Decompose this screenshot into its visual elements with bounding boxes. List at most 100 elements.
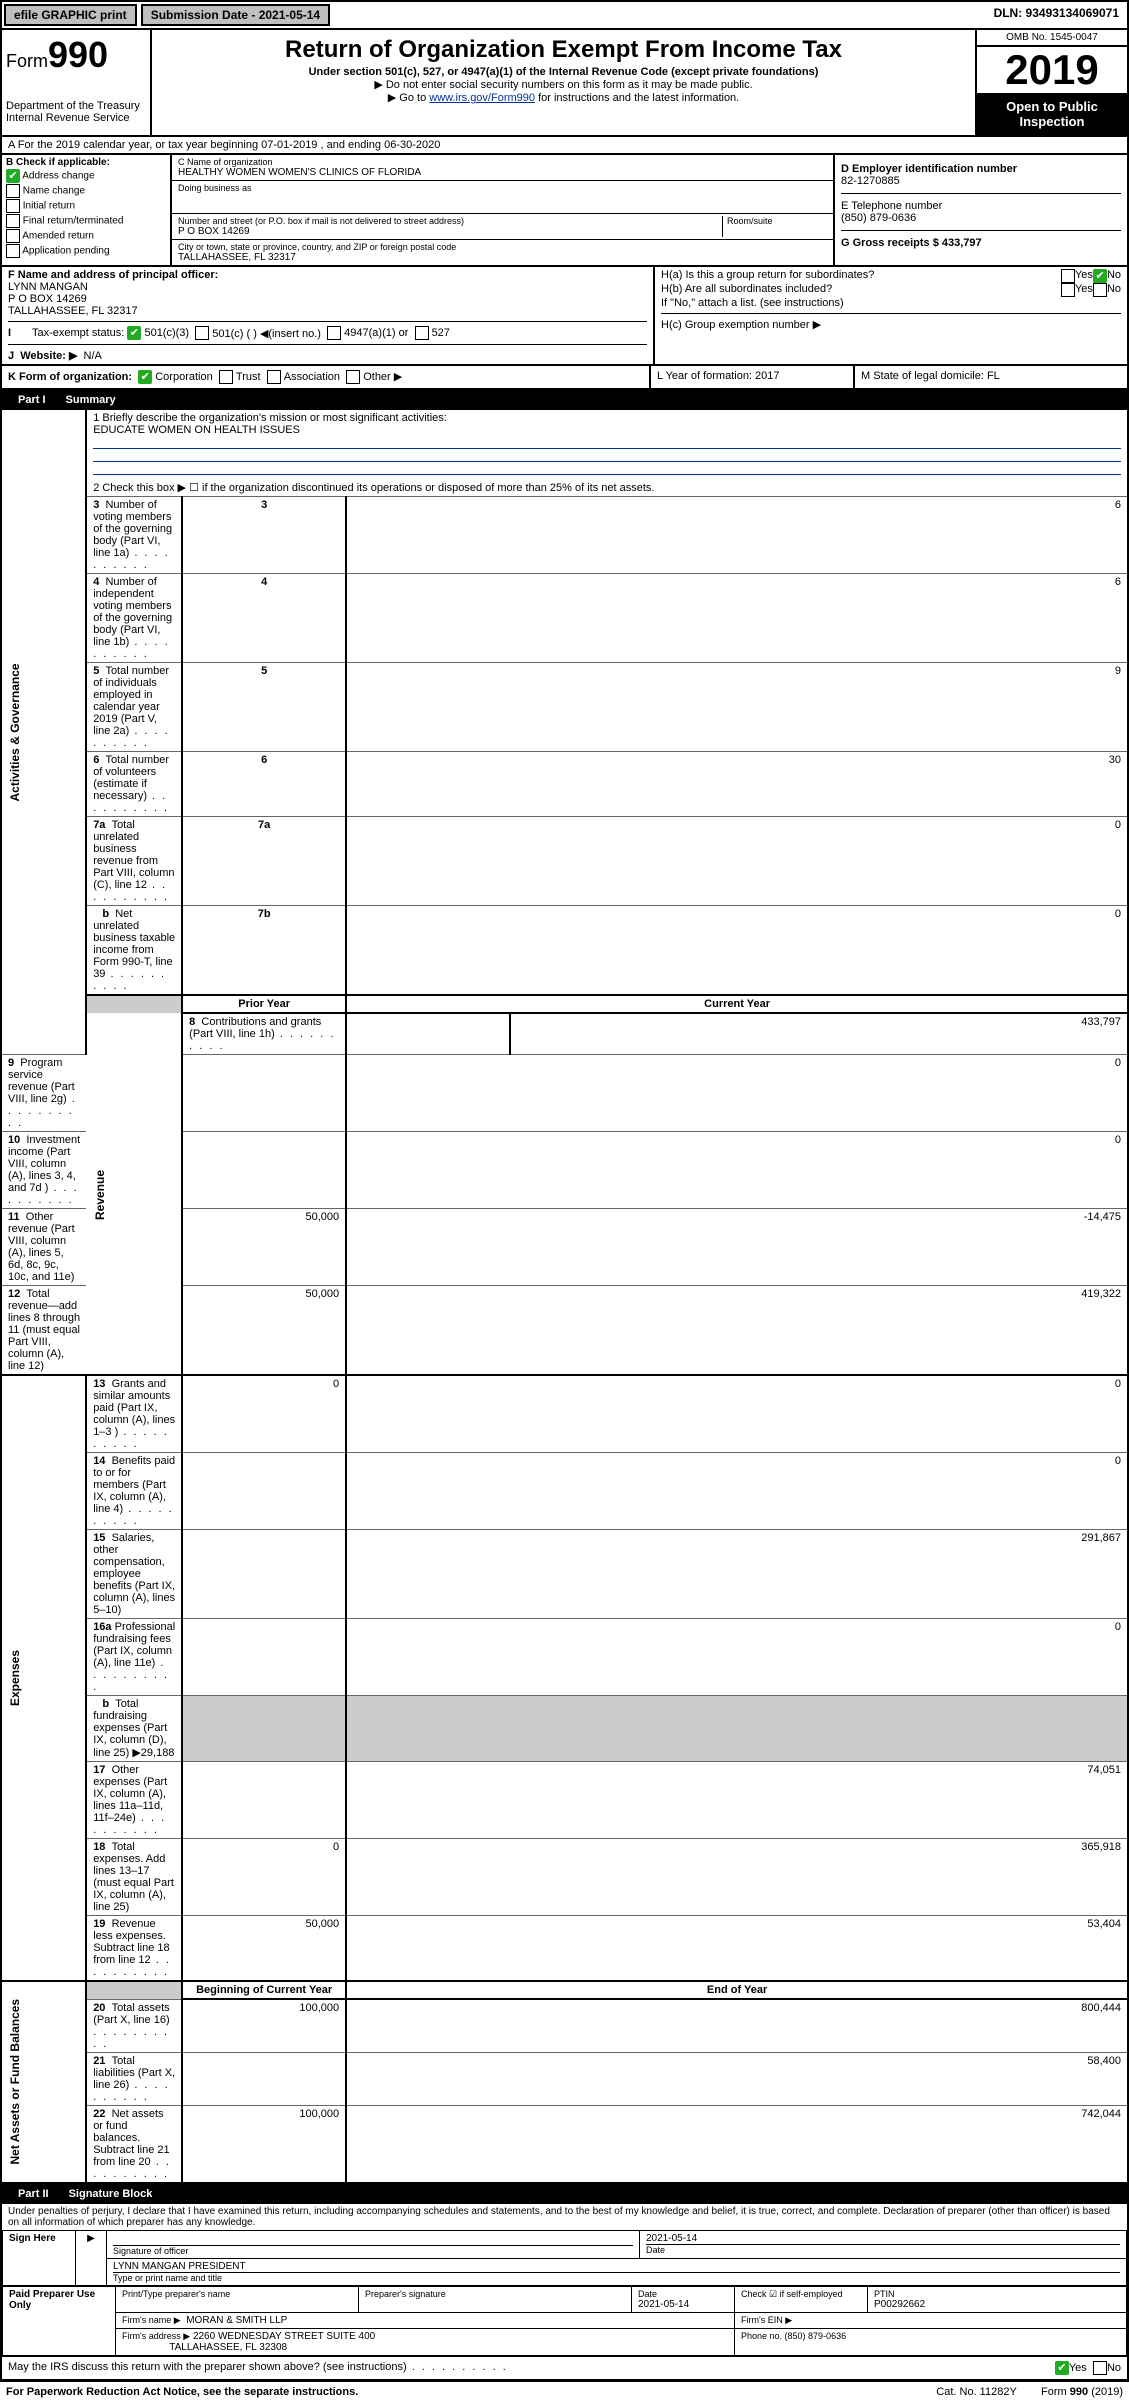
check-trust[interactable]	[219, 370, 233, 384]
check-amended[interactable]: Amended return	[6, 229, 166, 243]
col-eoy: End of Year	[346, 1981, 1128, 1999]
check-4947[interactable]	[327, 326, 341, 340]
prior-val: 50,000	[182, 1209, 346, 1286]
check-amended-label: Amended return	[22, 231, 94, 242]
sig-date-label: Date	[646, 2244, 1120, 2255]
h-a-yes[interactable]	[1061, 269, 1075, 283]
line-num: 12	[8, 1288, 20, 1300]
line-text: Total liabilities (Part X, line 26)	[93, 2055, 175, 2103]
curr-val: 800,444	[346, 1999, 1128, 2052]
prior-val	[346, 1013, 510, 1055]
irs-label: Internal Revenue Service	[6, 112, 146, 124]
box-m: M State of legal domicile: FL	[855, 366, 1127, 388]
prior-val-shade	[182, 1696, 346, 1762]
note-link-post: for instructions and the latest informat…	[535, 92, 739, 104]
form-990-page: efile GRAPHIC print Submission Date - 20…	[0, 0, 1129, 2402]
arrow-icon: ▶	[76, 2230, 107, 2285]
check-name-change[interactable]: Name change	[6, 184, 166, 198]
check-501c3[interactable]: ✔	[127, 326, 141, 340]
q2-label: 2 Check this box ▶ ☐ if the organization…	[86, 479, 1128, 497]
street-block: Number and street (or P.O. box if mail i…	[172, 214, 833, 240]
line-val: 0	[346, 906, 1128, 996]
line-num: 13	[93, 1378, 105, 1390]
prior-val	[182, 1132, 346, 1209]
preparer-table: Paid Preparer Use Only Print/Type prepar…	[2, 2286, 1127, 2356]
box-f-label: F Name and address of principal officer:	[8, 269, 647, 281]
prior-val: 0	[182, 1375, 346, 1453]
ein-label: D Employer identification number	[841, 163, 1121, 175]
line-text: Number of independent voting members of …	[93, 576, 172, 660]
line-val: 9	[346, 663, 1128, 752]
line-text: Program service revenue (Part VIII, line…	[8, 1057, 77, 1129]
line-num: 6	[93, 754, 99, 766]
check-corp[interactable]: ✔	[138, 370, 152, 384]
line-num: 3	[93, 499, 99, 511]
submission-date-button[interactable]: Submission Date - 2021-05-14	[141, 4, 330, 26]
check-app-pending[interactable]: Application pending	[6, 244, 166, 258]
curr-val: 0	[346, 1132, 1128, 1209]
curr-val: 0	[346, 1055, 1128, 1132]
irs-link[interactable]: www.irs.gov/Form990	[429, 92, 535, 104]
curr-val: 58,400	[346, 2052, 1128, 2105]
check-initial-return[interactable]: Initial return	[6, 199, 166, 213]
street-label: Number and street (or P.O. box if mail i…	[178, 216, 722, 226]
line-num: b	[102, 1698, 109, 1710]
prior-val	[182, 1619, 346, 1696]
part1-label: Part I	[8, 392, 56, 408]
discuss-no[interactable]	[1093, 2361, 1107, 2375]
q1-label: 1 Briefly describe the organization's mi…	[93, 412, 1121, 424]
h-a-no[interactable]: ✔	[1093, 269, 1107, 283]
row-a-tax-year: A For the 2019 calendar year, or tax yea…	[0, 137, 1129, 155]
part2-title: Signature Block	[69, 2188, 153, 2200]
h-b-yes[interactable]	[1061, 283, 1075, 297]
prior-val: 50,000	[182, 1916, 346, 1982]
check-501c[interactable]	[195, 326, 209, 340]
line-num: 19	[93, 1918, 105, 1930]
discuss-label: May the IRS discuss this return with the…	[8, 2361, 508, 2375]
line-text: Grants and similar amounts paid (Part IX…	[93, 1378, 175, 1450]
check-final-return[interactable]: Final return/terminated	[6, 214, 166, 228]
officer-city: TALLAHASSEE, FL 32317	[8, 305, 647, 317]
prep-name-label: Print/Type preparer's name	[122, 2289, 352, 2299]
check-assoc[interactable]	[267, 370, 281, 384]
row-klm: K Form of organization: ✔ Corporation Tr…	[0, 366, 1129, 390]
omb-number: OMB No. 1545-0047	[977, 30, 1127, 47]
line-num: 14	[93, 1455, 105, 1467]
summary-table: Activities & Governance 1 Briefly descri…	[0, 410, 1129, 2184]
dba-block: Doing business as	[172, 181, 833, 214]
phone-value: (850) 879-0636	[841, 212, 1121, 224]
check-app-pending-label: Application pending	[22, 246, 109, 257]
h-a-label: H(a) Is this a group return for subordin…	[661, 269, 1061, 283]
cat-no: Cat. No. 11282Y	[936, 2386, 1016, 2398]
ptin-label: PTIN	[874, 2289, 1120, 2299]
efile-button[interactable]: efile GRAPHIC print	[4, 4, 137, 26]
line-num: 8	[189, 1016, 195, 1028]
discuss-yes[interactable]: ✔	[1055, 2361, 1069, 2375]
line-key: 7a	[182, 817, 346, 906]
dept-label: Department of the Treasury	[6, 100, 146, 112]
col-boy: Beginning of Current Year	[182, 1981, 346, 1999]
check-name-change-label: Name change	[23, 186, 85, 197]
part2-header: Part II Signature Block	[0, 2184, 1129, 2204]
header-mid: Return of Organization Exempt From Incom…	[152, 30, 975, 135]
check-other[interactable]	[346, 370, 360, 384]
check-address-change[interactable]: ✔ Address change	[6, 169, 166, 183]
officer-printed: LYNN MANGAN PRESIDENT	[113, 2261, 1120, 2272]
check-527[interactable]	[415, 326, 429, 340]
line-num: 21	[93, 2055, 105, 2067]
check-final-return-label: Final return/terminated	[23, 216, 124, 227]
mission-text: EDUCATE WOMEN ON HEALTH ISSUES	[93, 424, 1121, 436]
prior-val: 100,000	[182, 1999, 346, 2052]
check-address-change-label: Address change	[22, 171, 94, 182]
opt-assoc: Association	[284, 371, 340, 383]
room-label: Room/suite	[727, 216, 827, 226]
curr-val: 0	[346, 1375, 1128, 1453]
curr-val: 0	[346, 1619, 1128, 1696]
officer-street: P O BOX 14269	[8, 293, 647, 305]
line-text: Total number of individuals employed in …	[93, 665, 170, 749]
box-l: L Year of formation: 2017	[651, 366, 855, 388]
h-b-no[interactable]	[1093, 283, 1107, 297]
firm-addr1: 2260 WEDNESDAY STREET SUITE 400	[193, 2331, 375, 2342]
perjury-text: Under penalties of perjury, I declare th…	[2, 2204, 1127, 2230]
prep-sig-label: Preparer's signature	[365, 2289, 625, 2299]
